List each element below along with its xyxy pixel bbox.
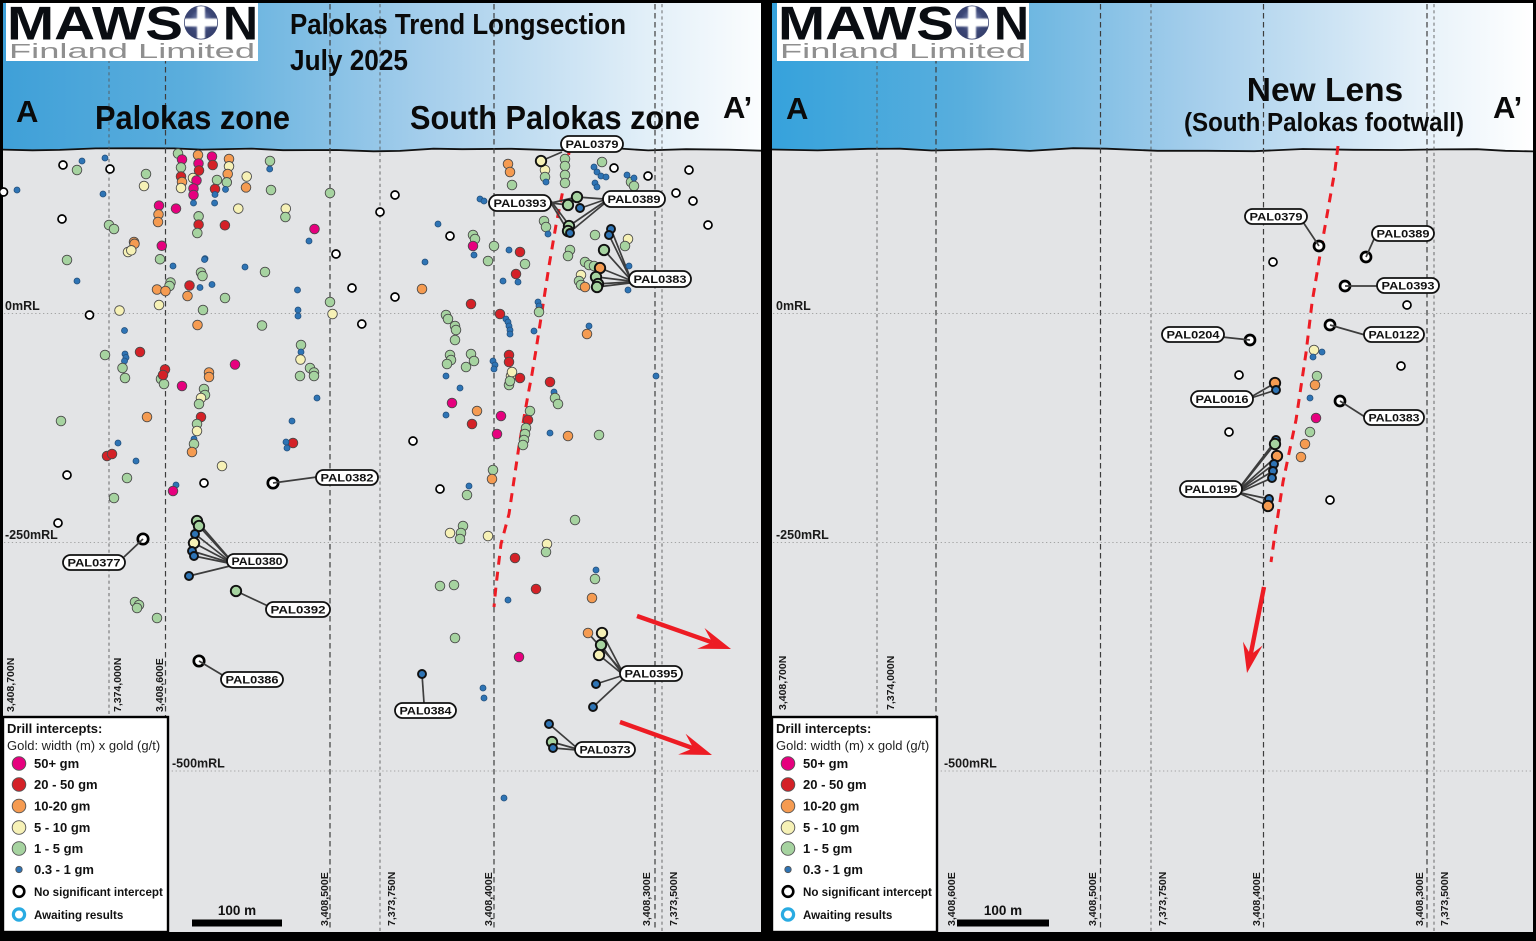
svg-text:3,408,400E: 3,408,400E	[483, 872, 495, 926]
svg-text:-500mRL: -500mRL	[944, 757, 997, 771]
svg-text:PAL0383: PAL0383	[634, 274, 687, 286]
svg-text:PAL0395: PAL0395	[625, 669, 678, 681]
svg-text:(South Palokas footwall): (South Palokas footwall)	[1184, 109, 1464, 137]
svg-text:Awaiting results: Awaiting results	[34, 909, 123, 922]
svg-text:PAL0382: PAL0382	[321, 473, 374, 485]
svg-text:Finland Limited: Finland Limited	[780, 40, 1026, 63]
svg-text:3,408,300E: 3,408,300E	[641, 872, 653, 926]
svg-text:July 2025: July 2025	[290, 45, 408, 77]
svg-text:3,408,300E: 3,408,300E	[1414, 872, 1426, 926]
svg-text:PAL0379: PAL0379	[1250, 212, 1303, 224]
svg-text:PAL0204: PAL0204	[1167, 330, 1220, 342]
svg-text:N: N	[994, 0, 1029, 50]
svg-text:5 - 10 gm: 5 - 10 gm	[34, 820, 90, 835]
svg-text:1 - 5 gm: 1 - 5 gm	[34, 841, 83, 856]
svg-text:20 - 50 gm: 20 - 50 gm	[34, 777, 98, 792]
svg-text:7,373,750N: 7,373,750N	[1157, 872, 1169, 926]
svg-text:7,374,000N: 7,374,000N	[112, 658, 124, 712]
svg-text:3,408,600E: 3,408,600E	[946, 872, 958, 926]
svg-text:Palokas Trend Longsection: Palokas Trend Longsection	[290, 9, 626, 41]
svg-text:50+ gm: 50+ gm	[803, 756, 848, 771]
svg-text:MAWS: MAWS	[778, 0, 954, 50]
svg-text:PAL0377: PAL0377	[68, 558, 121, 570]
svg-text:A: A	[786, 91, 808, 126]
svg-text:3,408,600E: 3,408,600E	[154, 658, 166, 712]
svg-text:7,374,000N: 7,374,000N	[885, 656, 897, 710]
svg-text:PAL0380: PAL0380	[232, 556, 283, 568]
svg-text:-250mRL: -250mRL	[776, 528, 829, 542]
svg-text:3,408,700N: 3,408,700N	[777, 656, 789, 710]
svg-text:50+ gm: 50+ gm	[34, 756, 79, 771]
svg-text:PAL0386: PAL0386	[226, 675, 279, 687]
svg-text:Drill intercepts:: Drill intercepts:	[7, 721, 102, 736]
svg-text:PAL0016: PAL0016	[1196, 394, 1249, 406]
svg-text:A’: A’	[723, 90, 752, 125]
svg-text:New Lens: New Lens	[1247, 72, 1403, 109]
svg-text:0.3 - 1 gm: 0.3 - 1 gm	[803, 862, 863, 877]
svg-text:PAL0389: PAL0389	[608, 194, 661, 206]
svg-text:PAL0393: PAL0393	[494, 198, 547, 210]
svg-text:PAL0393: PAL0393	[1382, 281, 1435, 293]
svg-text:3,408,400E: 3,408,400E	[1251, 872, 1263, 926]
svg-text:PAL0373: PAL0373	[580, 745, 631, 757]
svg-text:N: N	[223, 0, 258, 50]
svg-text:3,408,500E: 3,408,500E	[1087, 872, 1099, 926]
svg-text:MAWS: MAWS	[7, 0, 183, 50]
svg-text:PAL0379: PAL0379	[566, 139, 619, 151]
svg-text:0mRL: 0mRL	[5, 299, 40, 313]
svg-text:No significant intercept: No significant intercept	[803, 886, 932, 899]
svg-text:-250mRL: -250mRL	[5, 528, 58, 542]
svg-text:3,408,700N: 3,408,700N	[5, 658, 17, 712]
svg-text:-500mRL: -500mRL	[172, 757, 225, 771]
svg-text:3,408,500E: 3,408,500E	[319, 872, 331, 926]
svg-text:No significant intercept: No significant intercept	[34, 886, 163, 899]
svg-text:A’: A’	[1493, 90, 1522, 125]
svg-text:PAL0383: PAL0383	[1369, 413, 1420, 425]
svg-text:1 - 5 gm: 1 - 5 gm	[803, 841, 852, 856]
svg-text:0mRL: 0mRL	[776, 299, 811, 313]
svg-text:Finland Limited: Finland Limited	[9, 40, 255, 63]
svg-text:5 - 10 gm: 5 - 10 gm	[803, 820, 859, 835]
svg-text:PAL0122: PAL0122	[1369, 330, 1420, 342]
svg-text:100 m: 100 m	[984, 903, 1022, 918]
svg-text:PAL0195: PAL0195	[1185, 484, 1238, 496]
svg-text:7,373,500N: 7,373,500N	[1439, 872, 1451, 926]
svg-text:Palokas zone: Palokas zone	[95, 99, 290, 136]
svg-text:South Palokas zone: South Palokas zone	[410, 99, 700, 136]
svg-text:Drill intercepts:: Drill intercepts:	[776, 721, 871, 736]
svg-text:Awaiting results: Awaiting results	[803, 909, 892, 922]
svg-text:10-20 gm: 10-20 gm	[34, 799, 90, 814]
svg-text:0.3 - 1 gm: 0.3 - 1 gm	[34, 862, 94, 877]
svg-text:7,373,500N: 7,373,500N	[668, 872, 680, 926]
svg-text:PAL0392: PAL0392	[271, 605, 326, 617]
svg-text:7,373,750N: 7,373,750N	[386, 872, 398, 926]
svg-text:Gold: width (m) x gold (g/t): Gold: width (m) x gold (g/t)	[776, 738, 929, 753]
svg-text:PAL0389: PAL0389	[1377, 229, 1430, 241]
svg-text:PAL0384: PAL0384	[400, 706, 452, 718]
svg-text:100 m: 100 m	[218, 903, 256, 918]
svg-text:A: A	[16, 94, 38, 129]
svg-text:10-20 gm: 10-20 gm	[803, 799, 859, 814]
svg-text:20 - 50 gm: 20 - 50 gm	[803, 777, 867, 792]
svg-text:Gold: width (m) x gold (g/t): Gold: width (m) x gold (g/t)	[7, 738, 160, 753]
